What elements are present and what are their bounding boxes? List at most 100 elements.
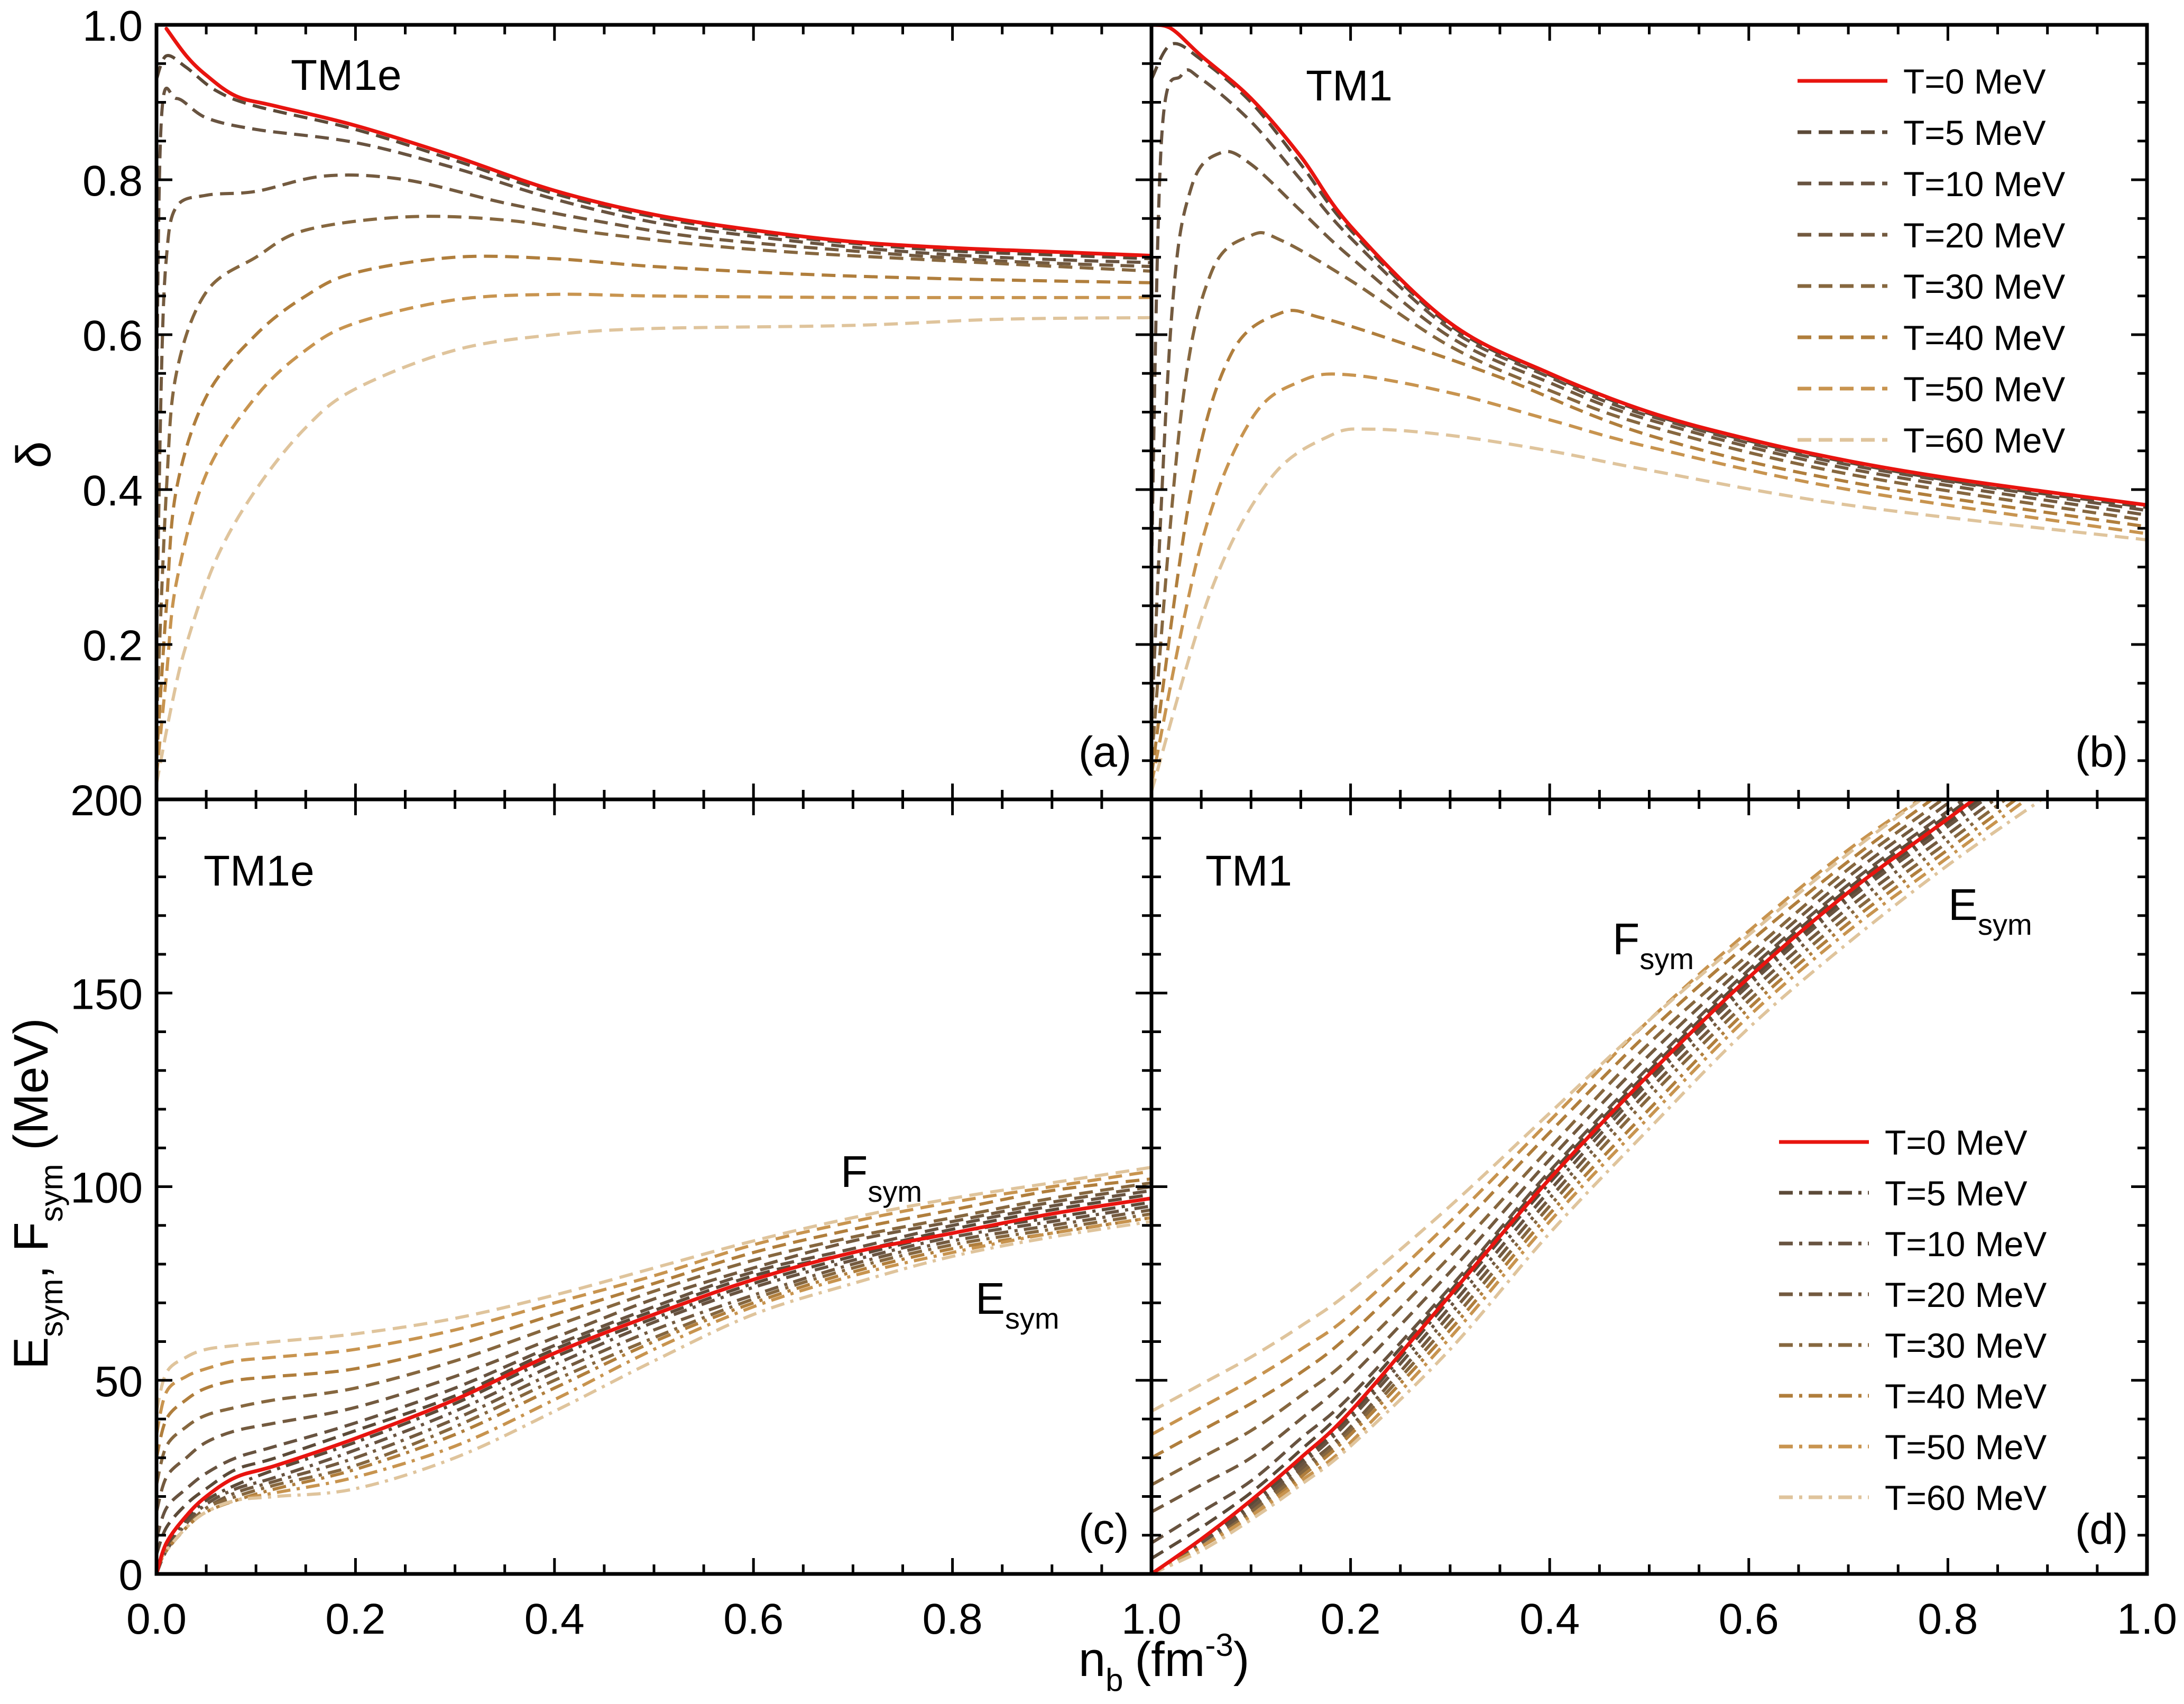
series-line-t-0-mev-both xyxy=(1151,799,1977,1574)
series-line-t-20-mev xyxy=(156,173,1151,645)
series-line-t-50-mev-fsym xyxy=(156,1169,1151,1435)
series-line-t-40-mev-fsym xyxy=(156,1177,1151,1459)
x-tick-label: 0.0 xyxy=(126,1595,187,1643)
series-line-t-40-mev xyxy=(1151,309,2147,777)
annot-base: E xyxy=(1948,880,1978,929)
series-line-t-10-mev-fsym xyxy=(156,1189,1151,1540)
y-tick-label: 50 xyxy=(95,1358,143,1406)
panel-a-tag: (a) xyxy=(1079,728,1131,776)
series-line-t-0-mev xyxy=(1151,25,2147,507)
legend-label: T=30 MeV xyxy=(1885,1326,2047,1365)
y-tick-label: 1.0 xyxy=(82,2,143,50)
annot-fsym-c-main: Fsym xyxy=(841,1147,922,1208)
ylabel-e-sub: sym xyxy=(34,1279,69,1337)
legend-label: T=50 MeV xyxy=(1885,1427,2047,1467)
series-line-t-30-mev-fsym xyxy=(1151,799,1946,1487)
legend-panel-d: T=0 MeV T=5 MeV T=10 MeV T=20 MeV T=30 MeV T=… xyxy=(1779,1123,2047,1517)
series-line-t-10-mev xyxy=(156,86,1151,412)
panel-c-series xyxy=(156,1165,1151,1574)
legend-label: T=20 MeV xyxy=(1903,216,2065,255)
x-axis-title: nb (fm-3) xyxy=(1079,1627,1249,1698)
series-line-t-5-mev-fsym xyxy=(156,1193,1151,1555)
annot-sub: sym xyxy=(1005,1302,1059,1335)
panel-d-series xyxy=(1151,799,2045,1574)
y-tick-label: 100 xyxy=(70,1164,143,1212)
x-tick-label: 0.2 xyxy=(1321,1595,1381,1643)
panel-b-title: TM1 xyxy=(1306,62,1393,110)
series-line-t-60-mev-esym xyxy=(1151,799,2045,1574)
legend-label: T=30 MeV xyxy=(1903,267,2065,306)
annotation-esym-d: Esym xyxy=(1948,880,2032,941)
legend-label: T=5 MeV xyxy=(1885,1174,2028,1213)
x-tick-label: 0.4 xyxy=(1519,1595,1580,1643)
series-line-t-0-mev-both xyxy=(156,1196,1151,1574)
series-line-t-30-mev-esym xyxy=(1151,799,2008,1574)
series-line-t-10-mev-fsym xyxy=(1151,799,1967,1544)
legend-label: T=50 MeV xyxy=(1903,370,2065,409)
x-tick-label: 0.6 xyxy=(1719,1595,1779,1643)
annotation-esym-c: Esym xyxy=(975,1274,1059,1335)
annot-esym-c-main: Esym xyxy=(975,1274,1059,1335)
x-tick-label: 1.0 xyxy=(1121,1595,1182,1643)
series-line-t-0-mev xyxy=(164,26,1151,258)
series-line-t-50-mev-esym xyxy=(156,1216,1151,1567)
series-line-t-20-mev-fsym xyxy=(156,1185,1151,1513)
legend-panel-b: T=0 MeV T=5 MeV T=10 MeV T=20 MeV T=30 MeV T=… xyxy=(1798,62,2065,460)
legend-label: T=0 MeV xyxy=(1885,1123,2028,1162)
series-line-t-30-mev xyxy=(1151,231,2147,761)
annot-sub: sym xyxy=(1639,942,1694,975)
x-axis-title-n: n xyxy=(1079,1633,1105,1687)
series-line-t-60-mev-fsym xyxy=(156,1165,1151,1412)
series-line-t-60-mev-fsym xyxy=(1151,799,1924,1413)
ylabel-unit: (MeV) xyxy=(4,1018,58,1164)
x-tick-label: 0.6 xyxy=(723,1595,784,1643)
annotation-fsym-d: Fsym xyxy=(1612,914,1694,975)
series-line-t-60-mev-esym xyxy=(156,1220,1151,1567)
panel-d-frame xyxy=(1149,797,2149,1576)
x-axis-title-sup: -3 xyxy=(1205,1627,1233,1663)
ylabel-e: E xyxy=(4,1337,58,1369)
series-line-t-50-mev-esym xyxy=(1151,799,2030,1574)
x-tick-label: 0.4 xyxy=(524,1595,585,1643)
annotation-fsym-c: Fsym xyxy=(841,1147,922,1208)
y-tick-label: 0 xyxy=(118,1551,143,1599)
series-line-t-50-mev xyxy=(1151,372,2147,785)
series-line-t-5-mev-esym xyxy=(156,1200,1151,1574)
panel-b-tag: (b) xyxy=(2075,728,2128,776)
panel-b-series xyxy=(1151,25,2147,793)
series-line-t-5-mev-fsym xyxy=(1151,799,1972,1560)
series-line-t-5-mev xyxy=(156,54,1151,261)
series-line-t-20-mev-fsym xyxy=(1151,799,1956,1514)
ylabel-f-sub: sym xyxy=(34,1164,69,1222)
panel-d-title: TM1 xyxy=(1205,847,1292,895)
series-line-t-40-mev-fsym xyxy=(1151,799,1935,1459)
panel-c-title: TM1e xyxy=(204,847,315,895)
panel-c-tag: (c) xyxy=(1079,1505,1129,1553)
y-tick-label: 0.4 xyxy=(82,467,143,515)
series-line-t-40-mev-esym xyxy=(1151,799,2019,1574)
legend-label: T=0 MeV xyxy=(1903,62,2046,101)
y-tick-label: 150 xyxy=(70,970,143,1018)
legend-label: T=40 MeV xyxy=(1885,1377,2047,1416)
panel-d-tag: (d) xyxy=(2075,1505,2128,1553)
annot-sub: sym xyxy=(868,1175,922,1208)
x-tick-label: 0.8 xyxy=(1918,1595,1978,1643)
series-line-t-50-mev-fsym xyxy=(1151,799,1923,1436)
annot-esym-d-main: Esym xyxy=(1948,880,2032,941)
series-line-t-10-mev xyxy=(1151,68,2147,567)
series-line-t-50-mev xyxy=(156,292,1151,777)
legend-label: T=10 MeV xyxy=(1903,164,2065,204)
x-tick-label: 0.2 xyxy=(325,1595,385,1643)
series-line-t-40-mev xyxy=(156,254,1151,761)
x-tick-label: 1.0 xyxy=(2117,1595,2177,1643)
series-line-t-30-mev-esym xyxy=(156,1212,1151,1571)
series-line-t-40-mev-esym xyxy=(156,1216,1151,1571)
series-line-t-60-mev xyxy=(1151,427,2147,793)
series-line-t-20-mev xyxy=(1151,150,2147,722)
series-line-t-10-mev-esym xyxy=(156,1204,1151,1574)
annot-fsym-d-main: Fsym xyxy=(1612,914,1694,975)
panel-a-frame xyxy=(154,23,1154,802)
x-tick-label: 0.8 xyxy=(923,1595,983,1643)
y-tick-label: 0.2 xyxy=(82,622,143,670)
